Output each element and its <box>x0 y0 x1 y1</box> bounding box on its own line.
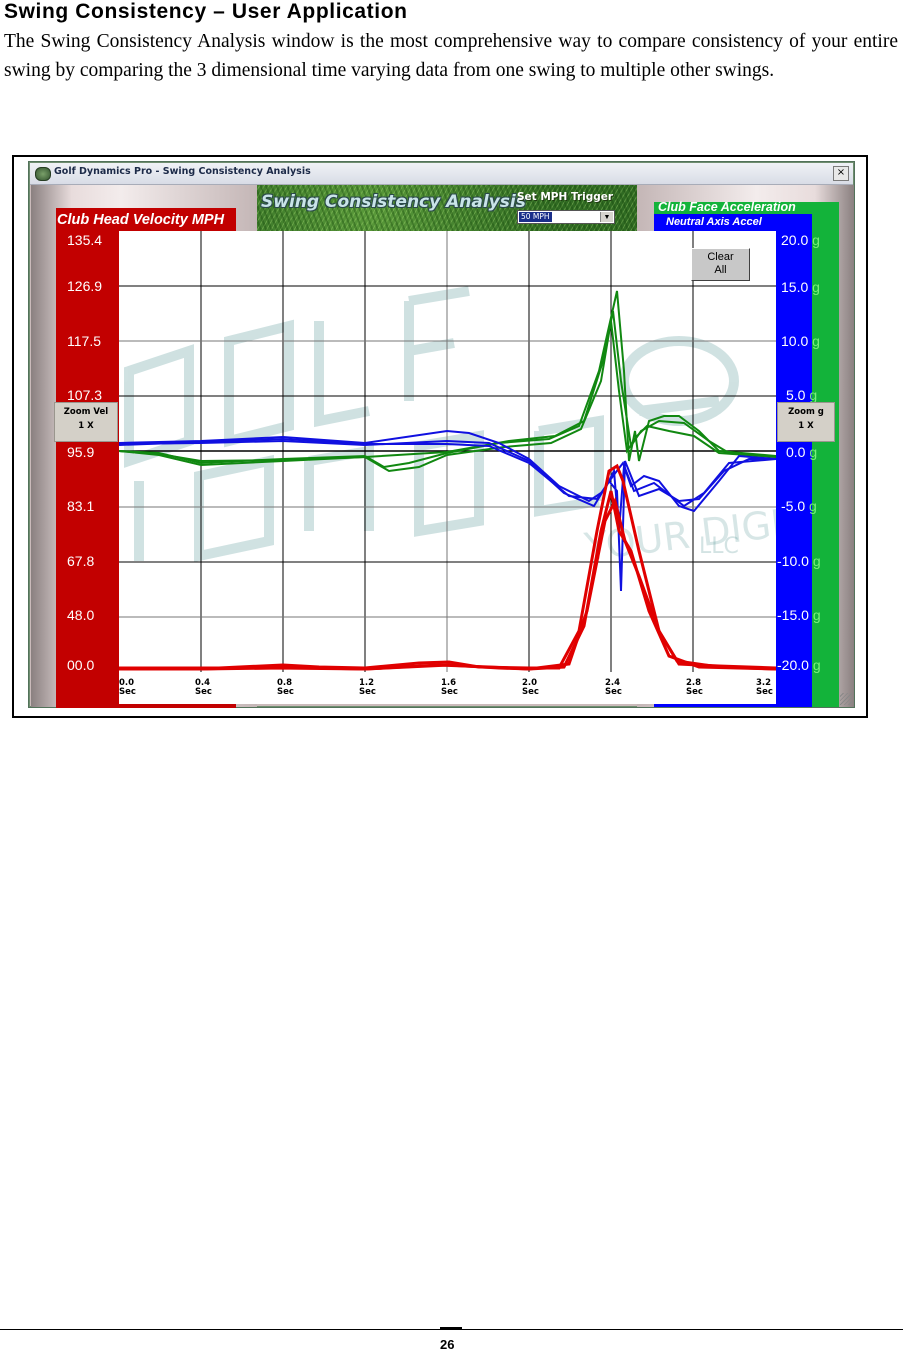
golf-app-icon <box>35 167 51 181</box>
velocity-tick: 95.9 <box>67 444 95 460</box>
footer-rule <box>0 1329 903 1330</box>
app-window: Golf Dynamics Pro - Swing Consistency An… <box>28 161 855 708</box>
zoom-velocity-button[interactable]: Zoom Vel 1 X <box>54 402 118 442</box>
time-tick: 2.4 Sec <box>605 678 622 697</box>
time-tick: 0.4 Sec <box>195 678 212 697</box>
time-tick: 2.0 Sec <box>522 678 539 697</box>
trigger-label: Set MPH Trigger <box>517 191 614 203</box>
close-button[interactable]: × <box>833 166 849 181</box>
accel-tick: -5.0 g <box>781 498 817 514</box>
acceleration-axis-subtitle: Neutral Axis Accel <box>666 216 762 228</box>
golf-impact-watermark-icon <box>124 286 739 563</box>
velocity-axis-title: Club Head Velocity MPH <box>57 212 225 228</box>
time-tick: 1.6 Sec <box>441 678 458 697</box>
mph-trigger-select[interactable]: 50 MPH ▼ <box>517 210 615 224</box>
chevron-down-icon[interactable]: ▼ <box>600 212 613 222</box>
time-tick: 1.2 Sec <box>359 678 376 697</box>
accel-tick: 20.0 g <box>781 232 820 248</box>
accel-tick: -10.0 g <box>777 553 821 569</box>
banner-title: Swing Consistency Analysis <box>261 192 526 212</box>
velocity-tick: 126.9 <box>67 278 103 294</box>
accel-tick: 0.0 g <box>786 444 818 460</box>
page-number: 26 <box>440 1337 455 1352</box>
accel-tick: -20.0 g <box>777 657 821 673</box>
zoom-g-button[interactable]: Zoom g 1 X <box>777 402 835 442</box>
velocity-tick: 48.0 <box>67 607 95 623</box>
watermark-llc: LLC <box>699 534 739 559</box>
accel-tick: 15.0 g <box>781 279 820 295</box>
velocity-tick: 00.0 <box>67 657 95 673</box>
swing-plot-area[interactable]: YOUR DIGITAL GOLF PRO LLC <box>119 231 776 672</box>
intro-paragraph: The Swing Consistency Analysis window is… <box>4 31 898 81</box>
plot-grid <box>119 231 776 672</box>
time-tick: 3.2 Sec <box>756 678 773 697</box>
accel-tick: -15.0 g <box>777 607 821 623</box>
accel-blue-traces <box>119 429 776 592</box>
time-tick: 0.0 Sec <box>119 678 136 697</box>
resize-grip-icon[interactable] <box>840 693 852 705</box>
window-titlebar[interactable]: Golf Dynamics Pro - Swing Consistency An… <box>30 163 853 185</box>
accel-tick: 5.0 g <box>786 387 818 403</box>
accel-green-traces <box>119 290 776 473</box>
velocity-tick: 107.3 <box>67 387 103 403</box>
section-heading: Swing Consistency – User Application <box>4 0 408 23</box>
velocity-tick: 83.1 <box>67 498 95 514</box>
time-tick: 0.8 Sec <box>277 678 294 697</box>
window-title: Golf Dynamics Pro - Swing Consistency An… <box>54 166 311 177</box>
time-tick: 2.8 Sec <box>686 678 703 697</box>
velocity-tick: 117.5 <box>67 333 101 349</box>
acceleration-axis-title: Club Face Acceleration <box>658 200 796 214</box>
accel-tick: 10.0 g <box>781 333 820 349</box>
velocity-tick: 135.4 <box>67 232 103 248</box>
velocity-tick: 67.8 <box>67 553 95 569</box>
velocity-red-traces <box>119 463 776 671</box>
time-axis: 0.0 Sec 0.4 Sec 0.8 Sec 1.2 Sec 1.6 Sec 2.0 Se… <box>119 672 776 704</box>
mph-trigger-value: 50 MPH <box>519 212 552 222</box>
swing-chart-svg: YOUR DIGITAL GOLF PRO LLC <box>119 231 776 672</box>
footer-mark <box>440 1327 462 1329</box>
clear-all-button[interactable]: Clear All <box>691 248 750 281</box>
